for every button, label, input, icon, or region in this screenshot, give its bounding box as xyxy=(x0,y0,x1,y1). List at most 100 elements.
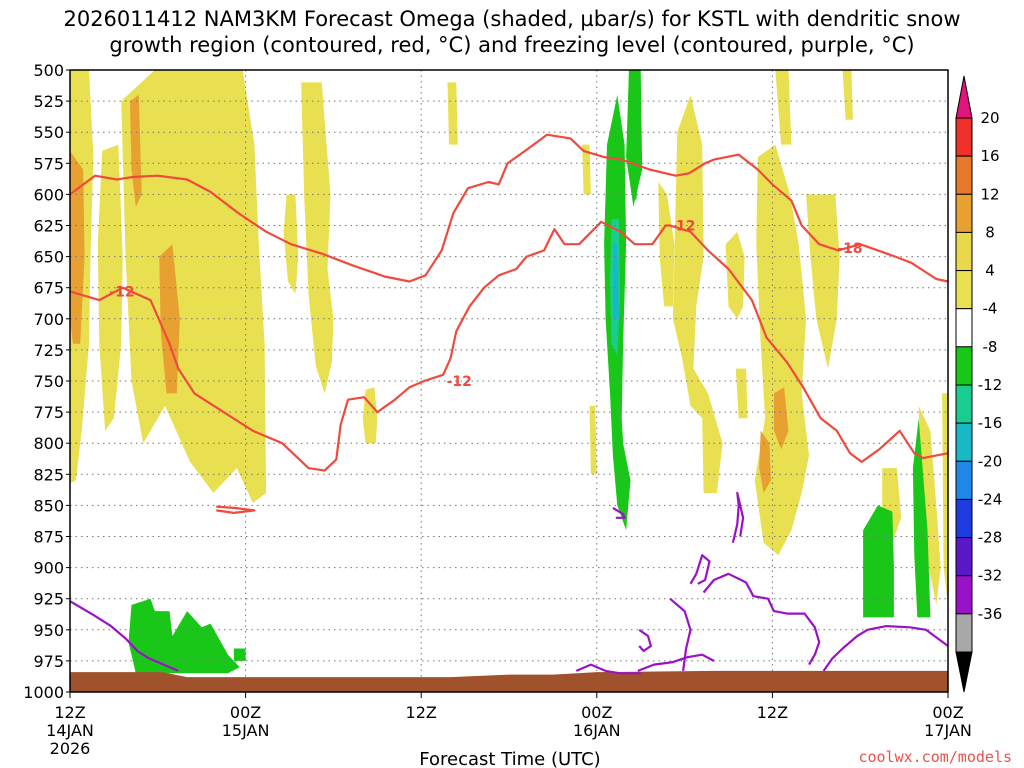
dendritic-growth-contours: -12 -18 -12 -12 xyxy=(69,133,949,515)
colorbar-label: -20 xyxy=(978,452,1003,470)
colorbar-swatch xyxy=(955,613,973,653)
red-contour-label: -18 xyxy=(837,241,862,257)
colorbar-label: 16 xyxy=(980,147,999,165)
red-contour-0 xyxy=(69,220,949,472)
y-tick-label: 950 xyxy=(33,621,64,640)
colorbar-label: -28 xyxy=(978,529,1003,547)
freezing-level-contours xyxy=(69,491,949,675)
purple-contour-1 xyxy=(575,663,641,675)
omega-region-29 xyxy=(612,244,619,319)
colorbar-label: -24 xyxy=(978,490,1003,508)
y-tick-label: 875 xyxy=(33,528,64,547)
y-tick-label: 1000 xyxy=(23,683,64,702)
omega-region-10 xyxy=(672,94,723,494)
omega-shading xyxy=(70,70,948,674)
omega-region-24 xyxy=(759,430,771,493)
omega-region-12 xyxy=(735,368,748,419)
purple-contour-9 xyxy=(822,624,949,672)
colorbar-swatch xyxy=(955,422,973,462)
colorbar-swatch xyxy=(955,155,973,195)
colorbar-label: 8 xyxy=(985,223,995,241)
purple-contour-4 xyxy=(689,554,711,585)
purple-contour-8 xyxy=(638,628,653,653)
x-tick-label: 00Z xyxy=(230,703,261,722)
y-tick-label: 675 xyxy=(33,279,64,298)
colorbar-swatch xyxy=(955,460,973,500)
colorbar-swatch xyxy=(955,117,973,157)
colorbar-label: 12 xyxy=(980,185,999,203)
x-tick-label: 12Z xyxy=(54,703,85,722)
purple-contour-0 xyxy=(69,600,179,672)
omega-region-15 xyxy=(806,194,840,369)
colorbar-swatch xyxy=(955,498,973,539)
omega-region-23 xyxy=(773,387,789,450)
colorbar-swatch xyxy=(955,537,973,577)
y-tick-label: 625 xyxy=(33,217,64,236)
omega-region-30 xyxy=(128,598,240,674)
y-tick-label: 650 xyxy=(33,248,64,267)
colorbar-label: -32 xyxy=(978,567,1003,585)
x-tick-label: 16JAN xyxy=(573,721,621,740)
omega-region-2 xyxy=(121,70,267,503)
omega-region-7 xyxy=(582,144,591,195)
y-tick-label: 800 xyxy=(33,434,64,453)
y-axis-ticks: 500 525 550 575 600 625 650 675 700 725 750 775 800 8… xyxy=(23,61,70,702)
x-tick-label: 14JAN xyxy=(46,721,94,740)
y-tick-label: 850 xyxy=(33,496,64,515)
y-tick-label: 575 xyxy=(33,154,64,173)
y-tick-label: 900 xyxy=(33,559,64,578)
colorbar-label: -8 xyxy=(983,338,998,356)
omega-region-5 xyxy=(362,387,378,444)
x-tick-label: 00Z xyxy=(932,703,963,722)
colorbar-swatch xyxy=(955,575,973,615)
colorbar-label: -4 xyxy=(983,300,998,318)
omega-region-26 xyxy=(626,70,643,207)
x-tick-label: 12Z xyxy=(406,703,437,722)
x-axis-label: Forecast Time (UTC) xyxy=(419,749,600,768)
red-contour-label: -12 xyxy=(447,374,472,390)
omega-region-18 xyxy=(918,405,941,605)
y-tick-label: 600 xyxy=(33,185,64,204)
purple-contour-6 xyxy=(731,491,745,543)
colorbar-label: 4 xyxy=(985,262,995,280)
credit-text: coolwx.com/models xyxy=(858,748,1012,766)
y-tick-label: 975 xyxy=(33,652,64,671)
omega-region-4 xyxy=(301,82,334,394)
terrain-surface xyxy=(70,670,948,692)
red-contour-2 xyxy=(216,505,256,515)
omega-region-14 xyxy=(775,70,792,145)
purple-contour-7 xyxy=(612,506,626,519)
y-tick-label: 500 xyxy=(33,61,64,80)
colorbar-swatch xyxy=(955,384,973,424)
x-tick-label: 15JAN xyxy=(222,721,270,740)
red-contour-label: -12 xyxy=(109,284,134,300)
omega-region-11 xyxy=(725,231,745,319)
colorbar-top-arrow xyxy=(955,75,973,119)
y-tick-label: 825 xyxy=(33,465,64,484)
purple-contour-2 xyxy=(637,653,715,672)
colorbar-swatch xyxy=(955,308,973,348)
omega-region-6 xyxy=(447,82,458,145)
omega-region-16 xyxy=(842,70,853,120)
omega-region-13 xyxy=(754,144,809,556)
colorbar-swatch xyxy=(955,270,973,310)
x-tick-label: 17JAN xyxy=(924,721,972,740)
omega-region-21 xyxy=(130,94,142,207)
y-tick-label: 725 xyxy=(33,341,64,360)
omega-region-1 xyxy=(97,144,123,431)
y-tick-label: 750 xyxy=(33,372,64,391)
colorbar-bottom-arrow xyxy=(955,651,973,693)
red-contour-label: -12 xyxy=(670,219,695,235)
colorbar-label: -36 xyxy=(978,605,1003,623)
x-tick-label: 2026 xyxy=(50,739,91,758)
omega-region-32 xyxy=(863,505,894,618)
omega-region-9 xyxy=(658,182,675,307)
colorbar-label: 20 xyxy=(980,109,999,127)
colorbar-swatch xyxy=(955,231,973,272)
chart-title-line-2: growth region (contoured, red, °C) and f… xyxy=(109,33,914,57)
terrain-fill xyxy=(70,670,948,692)
purple-contour-5 xyxy=(702,572,821,666)
red-contour-1 xyxy=(69,133,949,283)
omega-region-8 xyxy=(589,405,597,475)
